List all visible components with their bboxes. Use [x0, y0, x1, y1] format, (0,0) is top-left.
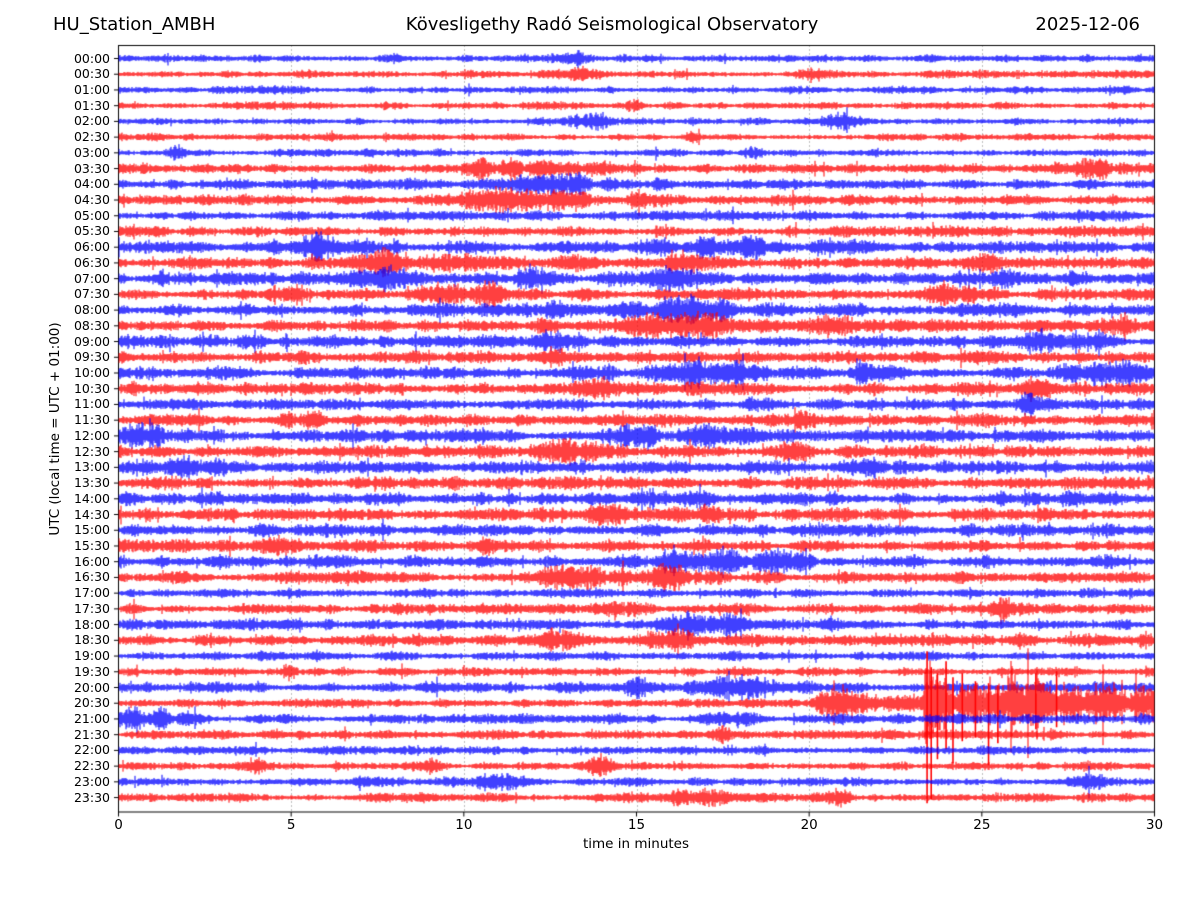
- y-tick-label: 15:30: [73, 537, 110, 553]
- y-tick-label: 15:00: [73, 522, 110, 538]
- y-tick-label: 20:30: [73, 695, 110, 711]
- y-tick-label: 01:30: [73, 97, 110, 113]
- y-tick-label: 12:30: [73, 443, 110, 459]
- y-tick-label: 17:30: [73, 600, 110, 616]
- x-tick-label: 20: [800, 817, 818, 833]
- y-tick-label: 13:30: [73, 475, 110, 491]
- x-tick-label: 30: [1145, 817, 1164, 833]
- y-tick-label: 11:00: [73, 396, 110, 412]
- x-tick-label: 15: [627, 817, 646, 833]
- y-tick-label: 13:00: [73, 459, 110, 475]
- y-tick-label: 21:30: [73, 726, 110, 742]
- y-tick-label: 09:30: [73, 349, 110, 365]
- y-tick-label: 10:30: [73, 380, 110, 396]
- x-tick-label: 25: [973, 817, 991, 833]
- y-tick-label: 01:00: [73, 81, 110, 97]
- y-tick-label: 20:00: [73, 679, 110, 695]
- y-tick-label: 22:00: [73, 742, 110, 758]
- y-tick-label: 02:30: [73, 129, 110, 145]
- y-tick-label: 18:00: [73, 616, 110, 632]
- y-tick-label: 03:00: [73, 144, 110, 160]
- y-tick-label: 16:00: [73, 553, 110, 569]
- y-tick-label: 16:30: [73, 569, 110, 585]
- y-tick-label: 04:30: [73, 192, 110, 208]
- station-title: HU_Station_AMBH: [53, 14, 216, 35]
- y-tick-label: 22:30: [73, 758, 110, 774]
- y-tick-label: 06:00: [73, 239, 110, 255]
- y-tick-label: 14:30: [73, 506, 110, 522]
- y-tick-label: 07:00: [73, 270, 110, 286]
- y-tick-label: 11:30: [73, 412, 110, 428]
- y-tick-label: 18:30: [73, 632, 110, 648]
- x-axis-label: time in minutes: [582, 836, 690, 852]
- y-tick-label: 23:00: [73, 773, 110, 789]
- y-tick-label: 04:00: [73, 176, 110, 192]
- x-tick-label: 10: [455, 817, 473, 833]
- y-tick-label: 00:30: [73, 66, 110, 82]
- y-tick-label: 02:00: [73, 113, 110, 129]
- y-tick-label: 08:30: [73, 317, 110, 333]
- y-tick-label: 21:00: [73, 710, 110, 726]
- observatory-title: Kövesligethy Radó Seismological Observat…: [405, 14, 819, 35]
- y-tick-label: 06:30: [73, 254, 110, 270]
- y-tick-label: 19:00: [73, 648, 110, 664]
- y-tick-label: 05:30: [73, 223, 110, 239]
- y-tick-label: 09:00: [73, 333, 110, 349]
- y-tick-label: 23:30: [73, 789, 110, 805]
- y-tick-label: 10:00: [73, 365, 110, 380]
- y-tick-label: 08:00: [73, 302, 110, 318]
- y-tick-label: 12:00: [73, 427, 110, 443]
- x-tick-label: 5: [286, 817, 296, 833]
- y-tick-label: 19:30: [73, 663, 110, 679]
- x-tick-label: 0: [114, 817, 123, 833]
- y-tick-label: 14:00: [73, 490, 110, 506]
- y-tick-label: 05:00: [73, 207, 110, 223]
- y-tick-label: 17:00: [73, 585, 110, 601]
- date-title: 2025-12-06: [1035, 14, 1140, 35]
- y-tick-label: 00:00: [73, 50, 110, 66]
- y-tick-label: 07:30: [73, 286, 110, 302]
- y-tick-label: 03:30: [73, 160, 110, 176]
